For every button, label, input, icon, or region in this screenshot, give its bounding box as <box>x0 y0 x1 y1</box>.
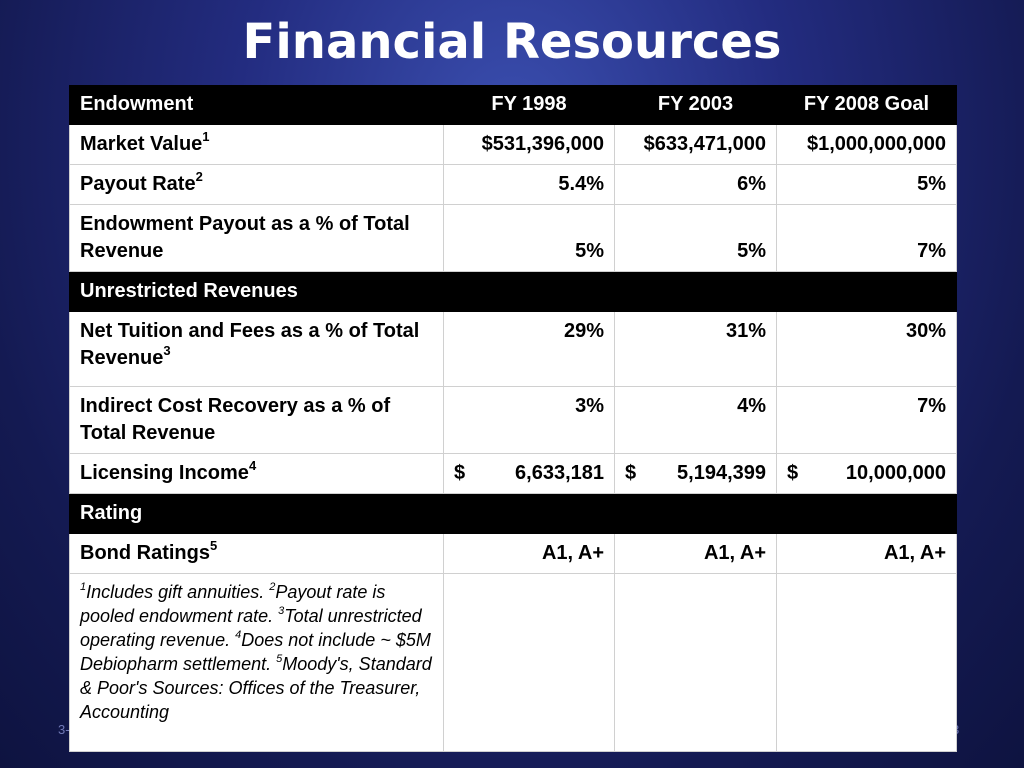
footnote-text: Includes gift annuities. <box>86 582 270 602</box>
value-fy2008: $1,000,000,000 <box>776 124 957 165</box>
section-label: Unrestricted Revenues <box>69 271 444 312</box>
currency-symbol: $ <box>787 462 799 484</box>
section-cell <box>614 493 777 534</box>
amount: 6,633,181 <box>515 462 604 484</box>
section-row-rating: Rating <box>69 493 957 534</box>
empty-cell <box>614 573 777 752</box>
financial-table: Endowment FY 1998 FY 2003 FY 2008 Goal M… <box>69 85 957 752</box>
amount: 5,194,399 <box>677 462 766 484</box>
table-row-licensing-income: Licensing Income4 $6,633,181 $5,194,399 … <box>69 453 957 494</box>
table-header-row: Endowment FY 1998 FY 2003 FY 2008 Goal <box>69 85 957 125</box>
footnote-marker: 3 <box>163 343 171 358</box>
footnote-number: 2 <box>269 581 276 593</box>
value-fy2003: $5,194,399 <box>614 453 777 494</box>
value-fy1998: 5.4% <box>443 164 615 205</box>
header-endowment: Endowment <box>69 85 444 125</box>
section-row-unrestricted: Unrestricted Revenues <box>69 271 957 312</box>
row-label: Net Tuition and Fees as a % of Total Rev… <box>69 311 444 387</box>
footnote-number: 3 <box>278 605 285 617</box>
footnote-text: Total unrestricted operating revenue. <box>80 606 422 650</box>
section-cell <box>776 271 957 312</box>
label-text: Licensing Income <box>80 462 249 484</box>
row-label: Licensing Income4 <box>69 453 444 494</box>
section-label: Rating <box>69 493 444 534</box>
table-row-indirect-cost: Indirect Cost Recovery as a % of Total R… <box>69 386 957 454</box>
slide-title: Financial Resources <box>242 14 782 70</box>
row-label: Endowment Payout as a % of Total Revenue <box>69 204 444 272</box>
footnote-number: 1 <box>80 581 87 593</box>
value-fy1998: A1, A+ <box>443 533 615 574</box>
currency-symbol: $ <box>454 462 466 484</box>
row-label: Indirect Cost Recovery as a % of Total R… <box>69 386 444 454</box>
value-fy2008: $10,000,000 <box>776 453 957 494</box>
label-text: Net Tuition and Fees as a % of Total Rev… <box>80 320 420 369</box>
header-fy2003: FY 2003 <box>614 85 777 125</box>
footnotes-cell: 1Includes gift annuities. 2Payout rate i… <box>69 573 444 752</box>
footnote-marker: 1 <box>202 129 210 144</box>
value-fy2008: 7% <box>776 204 957 272</box>
value-fy1998: $531,396,000 <box>443 124 615 165</box>
value-fy2003: 31% <box>614 311 777 387</box>
value-fy2008: 7% <box>776 386 957 454</box>
value-fy2008: 5% <box>776 164 957 205</box>
value-fy2008: 30% <box>776 311 957 387</box>
table-row-net-tuition: Net Tuition and Fees as a % of Total Rev… <box>69 311 957 387</box>
value-fy2003: 4% <box>614 386 777 454</box>
footnote-text: Moody's, Standard & Poor's Sources: Offi… <box>80 654 432 722</box>
value-fy2003: $633,471,000 <box>614 124 777 165</box>
table-row-market-value: Market Value1 $531,396,000 $633,471,000 … <box>69 124 957 165</box>
footnote-text: Does not include ~ $5M Debiopharm settle… <box>80 630 431 674</box>
footnote-marker: 2 <box>195 169 203 184</box>
footnote-number: 4 <box>235 629 242 641</box>
footnote-marker: 5 <box>210 538 218 553</box>
footnote-text: Payout rate is pooled endowment rate. <box>80 582 386 626</box>
value-fy2003: 6% <box>614 164 777 205</box>
value-fy2003: 5% <box>614 204 777 272</box>
amount: 10,000,000 <box>845 462 946 484</box>
currency-symbol: $ <box>625 462 637 484</box>
row-label: Market Value1 <box>69 124 444 165</box>
value-fy1998: $6,633,181 <box>443 453 615 494</box>
value-fy1998: 5% <box>443 204 615 272</box>
table-row-bond-ratings: Bond Ratings5 A1, A+ A1, A+ A1, A+ <box>69 533 957 574</box>
table-row-endowment-payout: Endowment Payout as a % of Total Revenue… <box>69 204 957 272</box>
footnote-marker: 4 <box>248 458 257 473</box>
table-row-payout-rate: Payout Rate2 5.4% 6% 5% <box>69 164 957 205</box>
value-fy2003: A1, A+ <box>614 533 777 574</box>
row-label: Bond Ratings5 <box>69 533 444 574</box>
label-text: Payout Rate <box>80 173 196 195</box>
footnote-number: 5 <box>276 653 283 665</box>
label-text: Market Value <box>80 133 203 155</box>
section-cell <box>443 493 615 534</box>
table-row-footnotes: 1Includes gift annuities. 2Payout rate i… <box>69 573 957 752</box>
section-cell <box>614 271 777 312</box>
section-cell <box>776 493 957 534</box>
header-fy2008-goal: FY 2008 Goal <box>776 85 957 125</box>
header-fy1998: FY 1998 <box>443 85 615 125</box>
empty-cell <box>776 573 957 752</box>
value-fy1998: 3% <box>443 386 615 454</box>
section-cell <box>443 271 615 312</box>
label-text: Bond Ratings <box>80 542 210 564</box>
empty-cell <box>443 573 615 752</box>
value-fy2008: A1, A+ <box>776 533 957 574</box>
row-label: Payout Rate2 <box>69 164 444 205</box>
value-fy1998: 29% <box>443 311 615 387</box>
